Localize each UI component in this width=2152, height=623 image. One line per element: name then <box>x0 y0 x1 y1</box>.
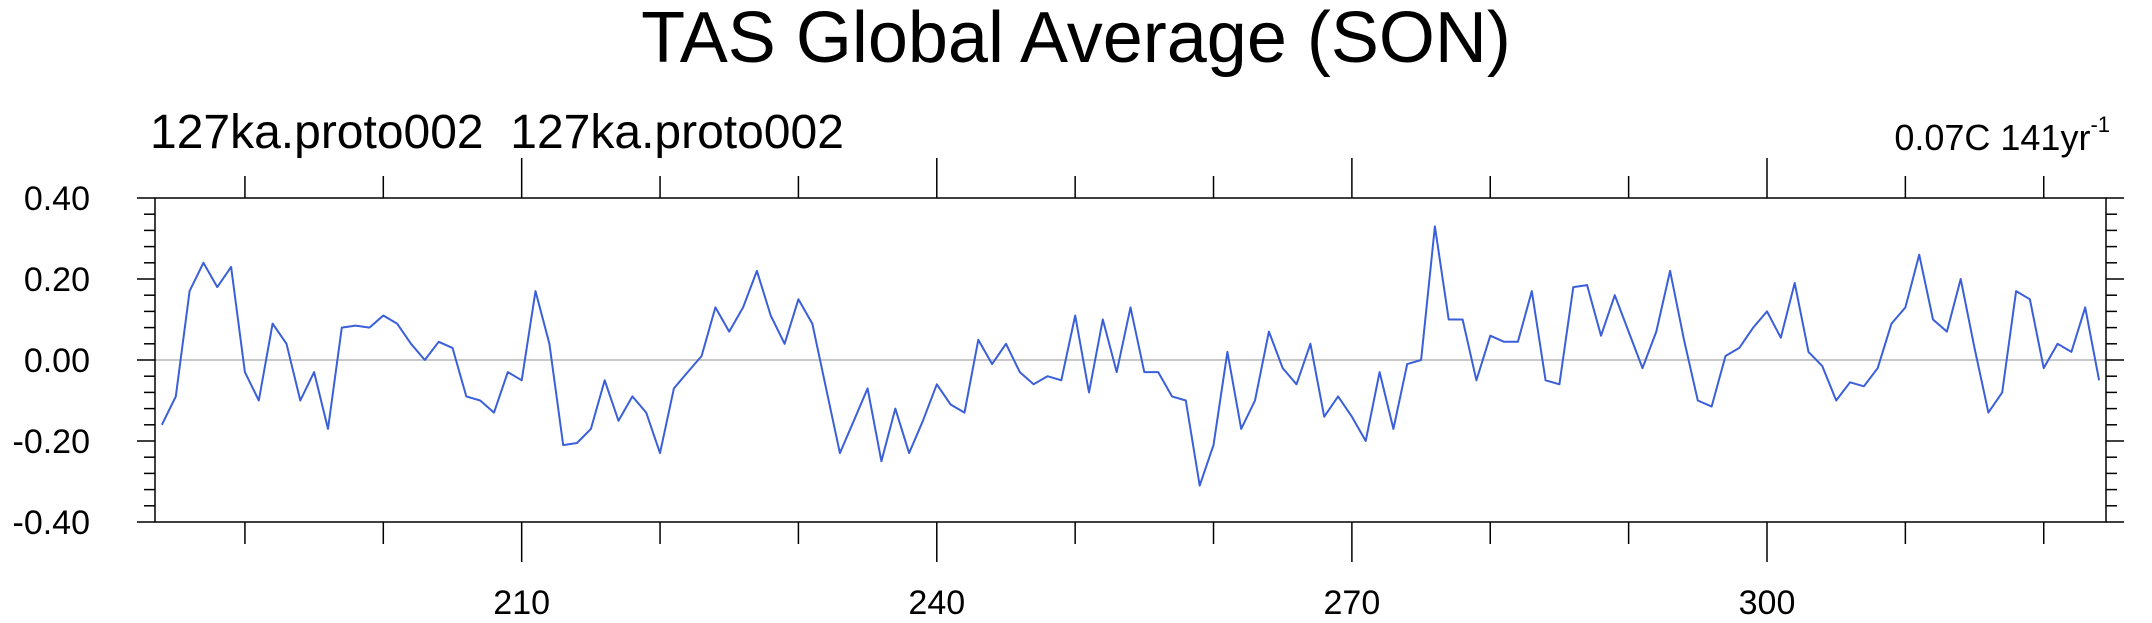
y-tick-label: 0.20 <box>24 261 90 299</box>
y-tick-label: 0.00 <box>24 342 90 380</box>
trend-rate-text: 0.07C 141yr <box>1894 117 2090 158</box>
chart-title: TAS Global Average (SON) <box>641 0 1511 78</box>
y-tick-label: 0.40 <box>24 180 90 218</box>
trend-rate-label: 0.07C 141yr-1 <box>1894 112 2110 158</box>
x-tick-label: 270 <box>1324 584 1381 622</box>
chart-subtitle-left: 127ka.proto002 127ka.proto002 <box>150 106 844 159</box>
y-tick-label: -0.40 <box>13 504 91 542</box>
y-tick-label: -0.20 <box>13 423 91 461</box>
series-line <box>161 225 2101 487</box>
x-tick-label: 240 <box>908 584 965 622</box>
x-tick-label: 300 <box>1739 584 1796 622</box>
plot-area: -0.40 -0.20 0.00 0.20 0.40 210 240 270 300 <box>13 158 2124 622</box>
x-tick-label: 210 <box>493 584 550 622</box>
trend-rate-exponent: -1 <box>2090 112 2110 137</box>
